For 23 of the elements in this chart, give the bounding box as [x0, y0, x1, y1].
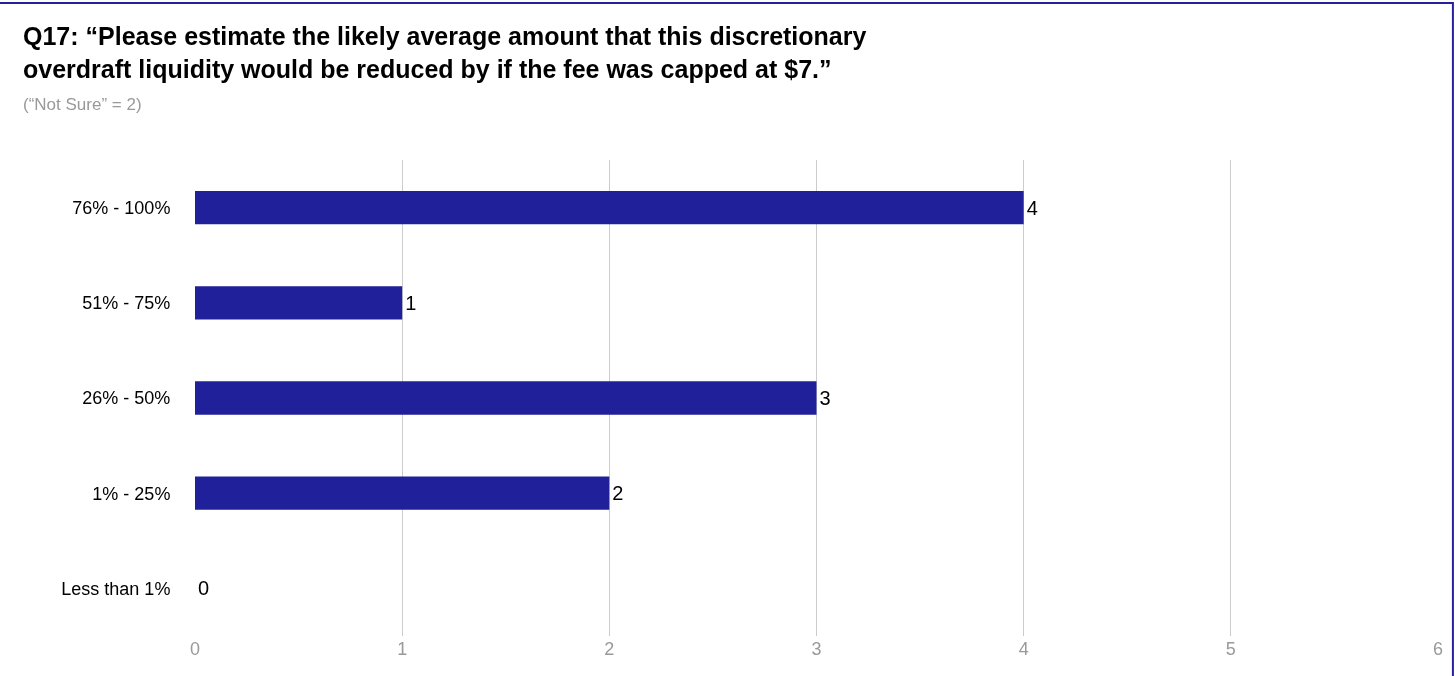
y-tick-label: Less than 1% — [61, 578, 171, 599]
bar — [195, 476, 610, 510]
y-tick-label: 1% - 25% — [92, 483, 171, 504]
data-label: 1 — [405, 291, 417, 314]
y-tick-label: 76% - 100% — [72, 197, 171, 218]
y-tick-label: 26% - 50% — [82, 388, 171, 409]
data-label: 0 — [198, 577, 210, 600]
x-tick-label: 5 — [1225, 639, 1236, 659]
chart-subtitle: (“Not Sure” = 2) — [23, 95, 142, 114]
bar — [195, 381, 817, 415]
x-tick-label: 6 — [1432, 639, 1444, 659]
x-tick-label: 3 — [811, 639, 822, 659]
x-tick-label: 4 — [1018, 639, 1029, 659]
data-label: 3 — [819, 387, 831, 409]
y-tick-label: 51% - 75% — [82, 293, 171, 314]
data-label: 4 — [1026, 196, 1038, 219]
bar — [195, 190, 1024, 225]
chart-title: Q17: “Please estimate the likely average amount that this discretionary overdraft liquidity would be reduced by if the fee was capped at $7.” — [23, 22, 867, 83]
x-tick-label: 2 — [604, 639, 615, 659]
x-tick-label: 0 — [189, 639, 201, 659]
bar — [195, 286, 403, 320]
data-label: 2 — [612, 482, 624, 505]
x-tick-label: 1 — [397, 639, 408, 659]
